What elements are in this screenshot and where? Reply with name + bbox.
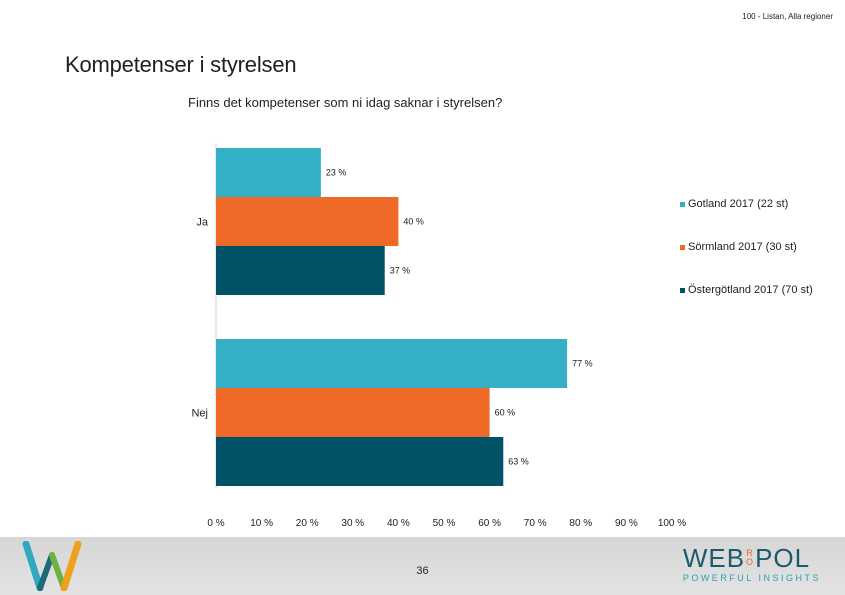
brand-ro-top: R [746,548,754,558]
bar-gotland-ja [216,148,321,197]
x-tick-label: 80 % [569,518,592,529]
chart-title: Finns det kompetenser som ni idag saknar… [188,95,503,110]
x-tick-label: 20 % [296,518,319,529]
x-tick-label: 100 % [658,518,686,529]
data-label-gotland-nej: 77 % [572,359,593,369]
w-logo-icon [22,541,82,591]
category-label-nej: Nej [191,408,208,420]
x-tick-label: 50 % [433,518,456,529]
legend-label-gotland: Gotland 2017 (22 st) [688,198,789,210]
brand-ro-bottom: O [746,557,755,567]
webropol-logo: WEB R O POL POWERFUL INSIGHTS [683,545,821,583]
bar-sormland-nej [216,388,490,437]
bar-ostergotland-ja [216,246,385,295]
data-label-ostergotland-nej: 63 % [508,457,529,467]
legend-swatch-sormland [680,244,685,250]
data-label-sormland-ja: 40 % [403,217,424,227]
x-tick-label: 30 % [341,518,364,529]
brand-ro: R O [746,549,754,567]
report-source-note: 100 - Listan, Alla regioner [742,12,833,21]
x-tick-label: 10 % [250,518,273,529]
legend-swatch-ostergotland [680,287,685,293]
legend-item-ostergotland: Östergötland 2017 (70 st) [680,283,813,297]
x-tick-label: 40 % [387,518,410,529]
data-label-ostergotland-ja: 37 % [390,266,411,276]
page-number: 36 [416,565,429,577]
bar-gotland-nej [216,339,568,388]
legend-label-sormland: Sörmland 2017 (30 st) [688,241,797,253]
data-label-gotland-ja: 23 % [326,168,347,178]
bar-sormland-ja [216,197,399,246]
legend-item-gotland: Gotland 2017 (22 st) [680,197,813,211]
legend-swatch-gotland [680,201,685,207]
x-tick-label: 60 % [478,518,501,529]
brand-pol: POL [755,543,811,573]
x-tick-label: 0 % [207,518,224,529]
x-tick-label: 70 % [524,518,547,529]
brand-web: WEB [682,543,746,573]
footer-bar: 36 WEB R O POL POWERFUL INSIGHTS [0,537,845,595]
legend-item-sormland: Sörmland 2017 (30 st) [680,240,813,254]
bar-ostergotland-nej [216,437,504,486]
slide-title: Kompetenser i styrelsen [65,52,297,77]
category-label-ja: Ja [196,217,209,229]
brand-tagline: POWERFUL INSIGHTS [682,573,821,583]
legend-label-ostergotland: Östergötland 2017 (70 st) [688,284,813,296]
chart-legend: Gotland 2017 (22 st) Sörmland 2017 (30 s… [680,197,813,326]
brand-wordmark: WEB R O POL [683,545,821,571]
data-label-sormland-nej: 60 % [495,408,516,418]
x-tick-label: 90 % [615,518,638,529]
